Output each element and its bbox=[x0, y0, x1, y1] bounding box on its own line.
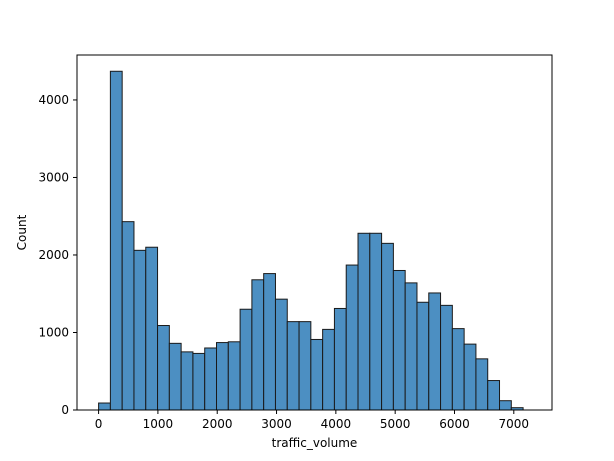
x-tick-label: 5000 bbox=[380, 417, 411, 431]
histogram-bar bbox=[381, 242, 394, 411]
histogram-bar bbox=[204, 347, 218, 411]
histogram-bar bbox=[475, 358, 489, 411]
y-tick-label: 4000 bbox=[38, 93, 69, 107]
histogram-bar bbox=[333, 307, 347, 411]
y-tick-label: 2000 bbox=[38, 248, 69, 262]
histogram-bar bbox=[298, 321, 312, 411]
y-axis-ticks: 0 1000 2000 3000 4000 bbox=[38, 93, 77, 417]
histogram-bar bbox=[451, 328, 465, 411]
y-tick-label: 3000 bbox=[38, 170, 69, 184]
histogram-bar bbox=[345, 264, 359, 411]
x-tick-label: 1000 bbox=[143, 417, 174, 431]
histogram-bar bbox=[274, 298, 288, 411]
y-axis-label: Count bbox=[15, 214, 29, 250]
histogram-bar bbox=[310, 338, 324, 411]
histogram-bar bbox=[487, 380, 501, 411]
histogram-bar bbox=[251, 279, 265, 411]
histogram-bar bbox=[227, 341, 241, 411]
x-tick-label: 4000 bbox=[321, 417, 352, 431]
histogram-bar bbox=[322, 328, 335, 411]
histogram-bar bbox=[98, 402, 111, 411]
x-tick-label: 3000 bbox=[261, 417, 292, 431]
histogram-bar bbox=[263, 273, 276, 411]
x-axis-ticks: 0 1000 2000 3000 4000 5000 6000 7000 bbox=[95, 410, 529, 431]
x-axis-label: traffic_volume bbox=[272, 436, 358, 450]
x-tick-label: 6000 bbox=[439, 417, 470, 431]
histogram-bar bbox=[145, 246, 159, 411]
y-tick-label: 1000 bbox=[38, 325, 69, 339]
histogram-bar bbox=[109, 70, 123, 411]
histogram-bar bbox=[428, 292, 442, 411]
histogram-bar bbox=[133, 249, 147, 411]
histogram-bar bbox=[286, 321, 300, 411]
histogram-bar bbox=[392, 269, 406, 411]
histogram-bar bbox=[157, 325, 170, 411]
x-tick-label: 2000 bbox=[202, 417, 233, 431]
histogram-bars bbox=[98, 70, 524, 411]
histogram-bar bbox=[499, 400, 512, 411]
histogram-bar bbox=[121, 221, 135, 411]
histogram-bar bbox=[168, 342, 182, 411]
histogram-bar bbox=[216, 342, 229, 411]
histogram-bar bbox=[440, 304, 453, 411]
x-tick-label: 0 bbox=[95, 417, 103, 431]
histogram-bar bbox=[357, 232, 371, 411]
histogram-bar bbox=[416, 301, 430, 411]
histogram-bar bbox=[180, 351, 194, 411]
histogram-bar bbox=[369, 232, 383, 411]
histogram-bar bbox=[192, 352, 206, 411]
plot-frame bbox=[76, 54, 553, 411]
x-tick-label: 7000 bbox=[499, 417, 530, 431]
histogram-bar bbox=[404, 282, 418, 411]
y-tick-label: 0 bbox=[61, 403, 69, 417]
histogram-bar bbox=[463, 343, 477, 411]
histogram-bar bbox=[239, 308, 253, 411]
